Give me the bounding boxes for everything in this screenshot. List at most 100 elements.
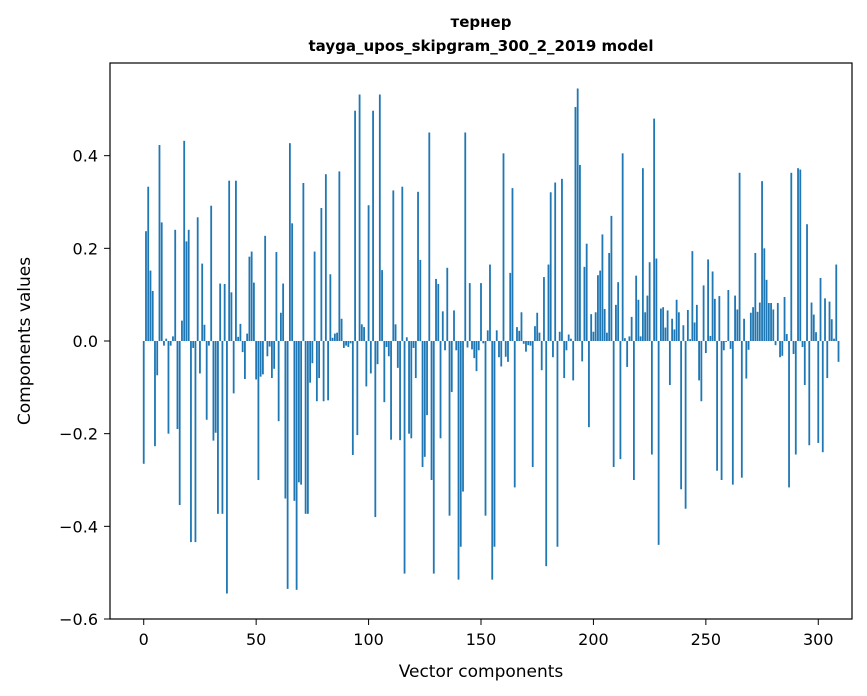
bar-component-254 bbox=[713, 298, 716, 341]
bar-component-72 bbox=[304, 341, 307, 514]
bar-component-256 bbox=[718, 296, 721, 341]
bar-component-75 bbox=[311, 341, 314, 364]
bar-component-87 bbox=[338, 171, 341, 341]
bar-component-78 bbox=[318, 341, 321, 379]
bar-component-13 bbox=[172, 336, 174, 341]
bar-component-166 bbox=[516, 327, 518, 341]
bar-component-265 bbox=[738, 172, 741, 341]
bar-component-104 bbox=[376, 341, 379, 365]
bar-component-32 bbox=[214, 341, 217, 433]
bar-component-39 bbox=[230, 292, 233, 341]
bar-component-126 bbox=[426, 341, 428, 416]
bar-component-277 bbox=[765, 279, 768, 341]
bar-component-134 bbox=[444, 341, 446, 351]
bar-component-148 bbox=[475, 341, 478, 372]
y-tick-label-5: 0.4 bbox=[73, 147, 98, 166]
bar-component-180 bbox=[547, 264, 550, 341]
bar-component-193 bbox=[576, 88, 579, 341]
bar-component-249 bbox=[702, 285, 705, 341]
bar-component-33 bbox=[217, 341, 219, 514]
bar-component-9 bbox=[163, 341, 165, 346]
bar-component-6 bbox=[156, 341, 159, 376]
bar-component-194 bbox=[579, 164, 581, 341]
bar-component-37 bbox=[226, 341, 228, 594]
bar-component-302 bbox=[821, 341, 824, 453]
bar-component-116 bbox=[403, 341, 406, 574]
bar-component-232 bbox=[664, 327, 667, 341]
bar-component-301 bbox=[819, 277, 822, 341]
bar-component-246 bbox=[695, 304, 698, 341]
bar-component-61 bbox=[279, 312, 282, 341]
y-tick-label-1: −0.4 bbox=[59, 517, 98, 536]
y-tick-label-2: −0.2 bbox=[59, 425, 98, 444]
bar-component-102 bbox=[372, 110, 374, 341]
bar-component-294 bbox=[803, 341, 806, 386]
bar-component-287 bbox=[788, 341, 790, 488]
bar-component-173 bbox=[531, 341, 534, 468]
bar-component-157 bbox=[495, 330, 498, 341]
bar-component-133 bbox=[441, 311, 444, 341]
bar-component-15 bbox=[176, 341, 179, 430]
bar-component-51 bbox=[257, 341, 260, 480]
bar-component-179 bbox=[545, 341, 548, 567]
bar-component-138 bbox=[453, 310, 455, 341]
bar-component-177 bbox=[540, 341, 543, 371]
bar-component-31 bbox=[212, 341, 215, 441]
bar-component-12 bbox=[169, 341, 172, 346]
y-tick-label-4: 0.2 bbox=[73, 239, 98, 258]
bar-component-190 bbox=[570, 338, 572, 341]
bar-component-264 bbox=[736, 309, 739, 341]
bar-component-146 bbox=[471, 341, 473, 350]
bar-component-85 bbox=[333, 333, 336, 341]
bar-component-91 bbox=[347, 341, 350, 348]
bar-component-131 bbox=[437, 284, 440, 341]
bar-component-132 bbox=[439, 341, 442, 439]
bar-component-214 bbox=[624, 338, 626, 341]
bar-component-35 bbox=[221, 341, 224, 514]
bar-component-258 bbox=[722, 341, 725, 351]
bar-component-207 bbox=[608, 252, 611, 341]
bar-component-178 bbox=[543, 277, 545, 341]
bar-component-208 bbox=[610, 215, 613, 341]
bar-component-236 bbox=[673, 329, 676, 341]
bar-component-68 bbox=[295, 341, 298, 590]
bar-component-28 bbox=[205, 341, 208, 420]
bar-component-76 bbox=[313, 251, 316, 341]
bar-component-163 bbox=[509, 272, 512, 341]
bar-component-55 bbox=[266, 341, 269, 357]
bar-component-120 bbox=[412, 341, 415, 348]
bar-component-17 bbox=[181, 320, 183, 341]
bar-component-119 bbox=[410, 341, 413, 439]
bar-component-18 bbox=[183, 140, 186, 341]
bar-component-45 bbox=[244, 341, 246, 379]
bar-component-82 bbox=[327, 341, 329, 401]
bar-component-50 bbox=[255, 341, 258, 380]
bar-component-89 bbox=[342, 341, 345, 348]
bar-component-161 bbox=[504, 341, 507, 357]
bar-component-19 bbox=[185, 241, 188, 341]
bar-component-64 bbox=[286, 341, 289, 589]
bar-component-46 bbox=[246, 333, 249, 341]
bar-component-4 bbox=[151, 290, 154, 341]
bar-component-255 bbox=[716, 341, 718, 471]
bar-component-181 bbox=[549, 192, 552, 341]
bar-component-155 bbox=[491, 341, 494, 580]
bar-component-216 bbox=[628, 336, 631, 341]
bar-component-251 bbox=[707, 259, 709, 341]
bar-component-191 bbox=[572, 341, 575, 381]
bar-component-242 bbox=[686, 309, 689, 341]
bar-component-123 bbox=[419, 259, 422, 341]
chart-subtitle: tayga_upos_skipgram_300_2_2019 model bbox=[309, 37, 654, 55]
bar-component-62 bbox=[282, 283, 285, 341]
bar-component-143 bbox=[464, 132, 467, 341]
bar-component-217 bbox=[630, 316, 633, 341]
bar-component-16 bbox=[178, 341, 181, 506]
bar-component-297 bbox=[810, 302, 813, 341]
bar-component-149 bbox=[477, 341, 480, 351]
bar-component-200 bbox=[592, 331, 595, 341]
bar-component-145 bbox=[468, 283, 471, 341]
bar-component-118 bbox=[408, 341, 410, 434]
bar-component-156 bbox=[493, 341, 496, 547]
bar-component-56 bbox=[268, 341, 271, 347]
